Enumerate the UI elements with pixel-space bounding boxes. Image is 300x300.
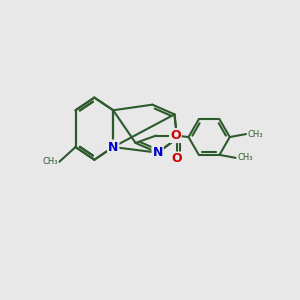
Text: N: N: [152, 146, 163, 159]
Text: N: N: [108, 141, 119, 154]
Text: CH₃: CH₃: [237, 153, 253, 162]
Text: O: O: [172, 152, 182, 166]
Text: O: O: [170, 129, 181, 142]
Text: CH₃: CH₃: [42, 157, 58, 166]
Text: CH₃: CH₃: [248, 130, 263, 139]
